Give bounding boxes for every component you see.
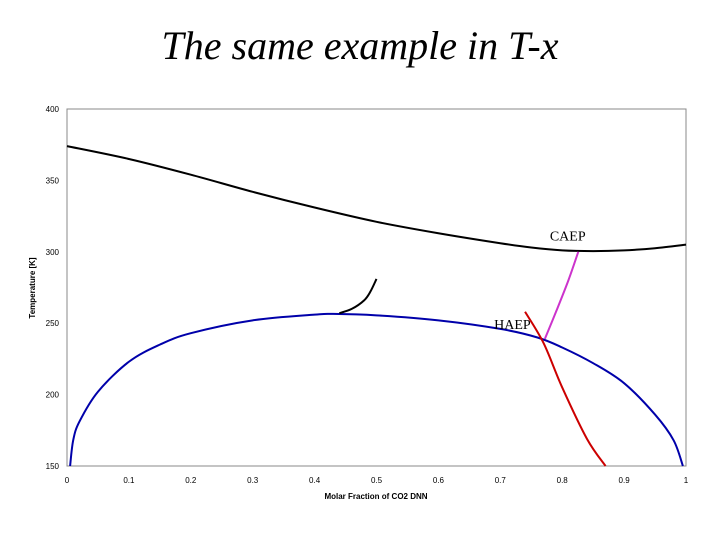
y-axis-label: Temperature [K] bbox=[28, 257, 37, 319]
y-tick-label: 200 bbox=[46, 391, 60, 400]
x-tick-label: 0.6 bbox=[433, 476, 445, 485]
series-line-1 bbox=[66, 145, 687, 253]
x-tick-label: 0.2 bbox=[185, 476, 197, 485]
x-tick-label: 0.9 bbox=[619, 476, 631, 485]
series-line-3 bbox=[339, 278, 378, 315]
series-line-2 bbox=[69, 312, 684, 467]
x-tick-label: 0.7 bbox=[495, 476, 507, 485]
x-tick-label: 0.8 bbox=[557, 476, 569, 485]
annotation-caep: CAEP bbox=[550, 229, 586, 244]
series-line-5 bbox=[543, 251, 580, 340]
series-line-4 bbox=[524, 311, 607, 467]
y-tick-label: 400 bbox=[46, 105, 60, 114]
y-tick-label: 350 bbox=[46, 176, 60, 185]
y-tick-label: 150 bbox=[46, 462, 60, 471]
x-tick-label: 0.5 bbox=[371, 476, 383, 485]
y-tick-label: 300 bbox=[46, 248, 60, 257]
annotation-layer: CAEP HAEP bbox=[494, 229, 586, 333]
x-tick-label: 0.4 bbox=[309, 476, 321, 485]
slide-title: The same example in T-x bbox=[161, 23, 559, 68]
x-tick-label: 0.3 bbox=[247, 476, 259, 485]
x-tick-labels: 0 0.1 0.2 0.3 0.4 0.5 0.6 0.7 0.8 0.9 1 bbox=[65, 476, 689, 485]
x-axis-label: Molar Fraction of CO2 DNN bbox=[324, 492, 427, 501]
y-tick-label: 250 bbox=[46, 319, 60, 328]
annotation-haep: HAEP bbox=[494, 318, 531, 333]
y-tick-labels: 150 200 250 300 350 400 bbox=[46, 105, 60, 471]
x-tick-label: 0.1 bbox=[123, 476, 135, 485]
x-tick-label: 0 bbox=[65, 476, 70, 485]
plot-frame bbox=[66, 108, 687, 467]
x-tick-label: 1 bbox=[684, 476, 689, 485]
series-layer bbox=[66, 145, 687, 467]
